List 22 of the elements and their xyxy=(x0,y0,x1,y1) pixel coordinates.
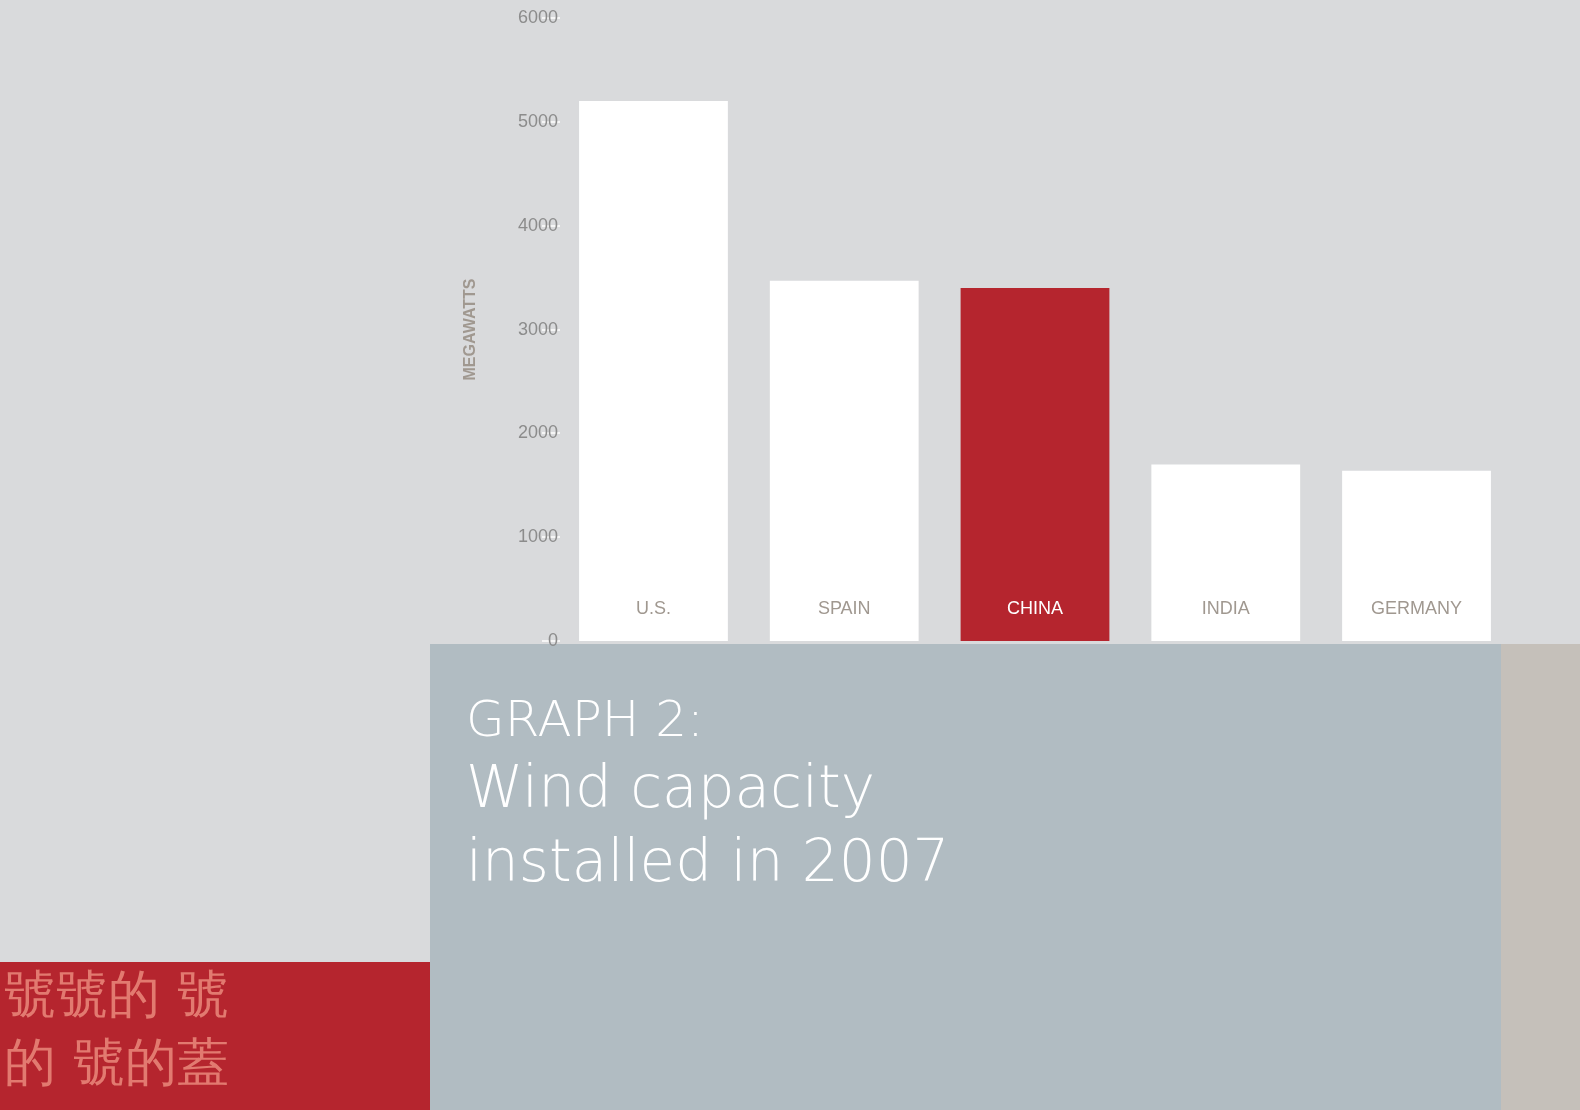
x-tick-label: CHINA xyxy=(1006,597,1064,618)
x-tick-label: GERMANY xyxy=(1371,597,1463,618)
bar xyxy=(579,101,728,641)
bar xyxy=(1342,470,1491,641)
y-tick-label: 1000 xyxy=(517,526,558,547)
bar xyxy=(1151,464,1301,641)
text: 的 號的蓋 xyxy=(4,1032,229,1092)
y-axis-title: MEGAWATTS xyxy=(460,278,478,381)
text: GRAPH 2: xyxy=(466,689,705,750)
y-tick-label: 0 xyxy=(547,630,558,650)
y-tick-label: 3000 xyxy=(517,318,558,339)
y-tick-label: 5000 xyxy=(517,110,558,131)
y-tick-label: 6000 xyxy=(517,7,558,27)
x-tick-label: INDIA xyxy=(1201,597,1250,618)
bar xyxy=(960,287,1110,641)
text: 號號的 號 xyxy=(4,964,229,1024)
x-tick-label: U.S. xyxy=(635,597,671,618)
text: Wind capacity installed in 2007 xyxy=(466,752,951,897)
x-tick-label: SPAIN xyxy=(817,597,871,618)
y-tick-label: 2000 xyxy=(517,422,558,443)
y-tick-label: 4000 xyxy=(517,214,558,235)
bar xyxy=(769,280,919,641)
